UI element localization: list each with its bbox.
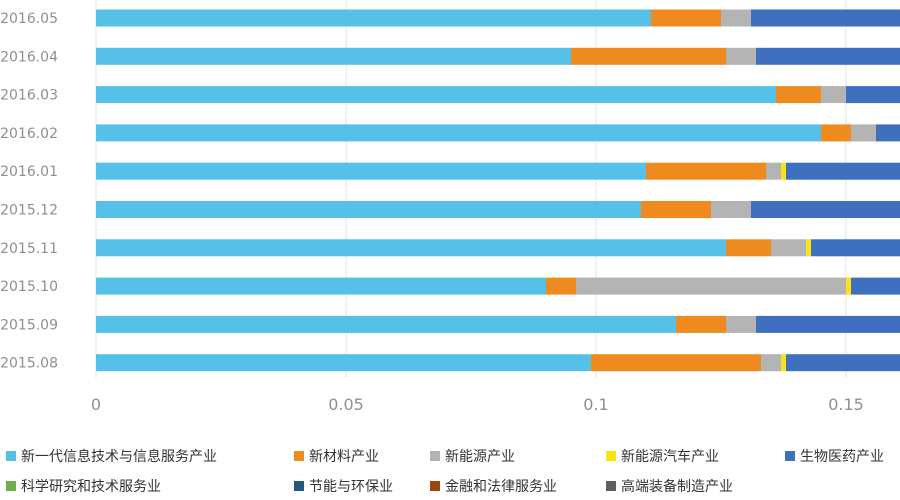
legend-swatch [294,481,304,491]
bar-segment [96,239,726,257]
y-tick-label: 2016.01 [0,164,58,180]
bar-segment [806,239,811,257]
bar-segment [786,162,900,180]
bar-segment [721,9,751,27]
y-tick-label: 2015.11 [0,241,58,257]
bar-segment [651,9,721,27]
bar-segment [751,201,900,218]
bar-segment [811,239,900,257]
bar-segment [96,47,571,65]
legend-item: 金融和法律服务业 [430,479,557,495]
legend-item: 新材料产业 [294,449,379,465]
bar-segment [726,315,756,333]
bar-segment [576,277,846,295]
legend-item: 生物医药产业 [785,449,884,465]
bar-segment [571,47,726,65]
legend-swatch [6,451,16,461]
bar-segment [761,354,781,372]
legend-label: 节能与环保业 [309,479,393,495]
legend-item: 新能源汽车产业 [606,448,719,465]
bar-segment [676,315,726,333]
bar-segment [646,162,766,180]
y-tick-label: 2015.10 [0,279,58,295]
legend-swatch [606,451,616,461]
legend-swatch [606,481,616,491]
bar-segment [776,86,821,104]
legend-swatch [430,451,440,461]
x-axis: 00.050.10.150.20.250.3 [91,395,864,414]
legend-item: 新一代信息技术与信息服务产业 [6,448,217,465]
bar-segment [546,277,576,295]
legend-label: 金融和法律服务业 [445,479,557,495]
bar-segment [766,162,781,180]
bar-segment [711,201,751,218]
bar-segment [641,201,711,218]
bar-segment [96,124,821,142]
legend-swatch [294,451,304,461]
legend-label: 新材料产业 [309,449,379,465]
legend-label: 新能源汽车产业 [621,448,719,465]
y-tick-label: 2016.05 [0,11,58,27]
y-tick-label: 2016.04 [0,49,58,65]
y-tick-label: 2015.09 [0,317,58,333]
legend-item: 节能与环保业 [294,479,393,495]
legend-label: 新一代信息技术与信息服务产业 [21,448,217,465]
bar-segment [726,239,771,257]
x-tick-label: 0 [91,395,101,414]
legend-label: 新能源产业 [445,449,515,465]
bar-segment [781,354,786,372]
bar-segment [591,354,761,372]
bar-segment [96,277,546,295]
bar-segment [876,124,900,142]
legend-swatch [6,481,16,491]
legend-label: 科学研究和技术服务业 [21,479,161,495]
bar-segment [846,277,851,295]
bar-segment [96,315,676,333]
legend-label: 高端装备制造产业 [621,478,733,495]
y-axis: 2016.05 2016.04 2016.03 2016.02 2016.01 2015.… [0,11,58,372]
x-tick-label: 0.1 [583,395,608,414]
bars [96,9,900,372]
bar-segment [96,201,641,218]
legend-item: 科学研究和技术服务业 [6,479,161,495]
bar-segment [851,277,900,295]
legend-label: 生物医药产业 [800,449,884,465]
legend-swatch [785,451,795,461]
bar-segment [96,9,651,27]
bar-segment [751,9,900,27]
x-tick-label: 0.15 [828,395,864,414]
bar-segment [96,86,776,104]
legend-item: 高端装备制造产业 [606,478,733,495]
legend-swatch [430,481,440,491]
bar-segment [786,354,900,372]
legend: 新一代信息技术与信息服务产业 新材料产业 新能源产业 新能源汽车产业 生物医药产业科学研… [6,448,884,495]
bar-segment [781,162,786,180]
bar-segment [96,162,646,180]
legend-item: 新能源产业 [430,449,515,465]
bar-segment [771,239,806,257]
bar-segment [821,86,846,104]
bar-segment [756,47,900,65]
y-tick-label: 2015.08 [0,356,58,372]
bar-segment [846,86,900,104]
bar-segment [756,315,900,333]
y-tick-label: 2015.12 [0,203,58,219]
x-tick-label: 0.05 [328,395,364,414]
y-tick-label: 2016.03 [0,88,58,104]
bar-segment [726,47,756,65]
bar-segment [821,124,851,142]
y-tick-label: 2016.02 [0,126,58,142]
bar-segment [96,354,591,372]
bar-segment [851,124,876,142]
